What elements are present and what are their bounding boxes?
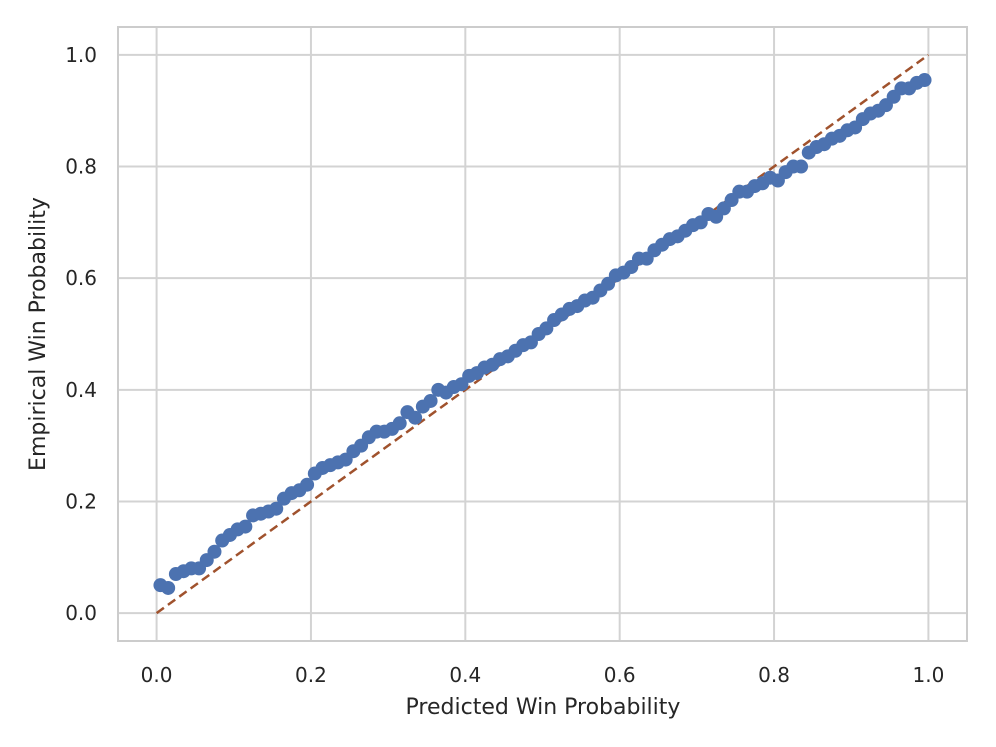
- y-tick-label: 0.0: [65, 601, 97, 625]
- y-axis-label: Empirical Win Probability: [26, 197, 51, 471]
- x-axis-label: Predicted Win Probability: [406, 695, 681, 720]
- scatter-point: [269, 501, 284, 516]
- scatter-point: [794, 159, 809, 174]
- y-axis-ticks: 0.0 0.2 0.4 0.6 0.8 1.0: [65, 43, 97, 625]
- x-tick-label: 1.0: [913, 663, 945, 687]
- plot-frame: [117, 26, 968, 642]
- scatter-point: [161, 580, 176, 595]
- scatter-point: [300, 477, 315, 492]
- y-tick-label: 0.2: [65, 489, 97, 513]
- y-tick-label: 0.6: [65, 266, 97, 290]
- scatter-point: [207, 544, 222, 559]
- scatter-point: [392, 416, 407, 431]
- y-tick-label: 0.4: [65, 378, 97, 402]
- y-tick-label: 1.0: [65, 43, 97, 67]
- scatter-point: [917, 73, 932, 88]
- x-tick-label: 0.6: [604, 663, 636, 687]
- y-gridlines: [118, 53, 967, 615]
- scatter-points-layer: [153, 73, 932, 595]
- x-gridlines: [155, 27, 930, 641]
- scatter-point: [408, 410, 423, 425]
- x-tick-label: 0.8: [758, 663, 790, 687]
- y-tick-label: 0.8: [65, 155, 97, 179]
- x-tick-label: 0.2: [295, 663, 327, 687]
- scatter-point: [423, 393, 438, 408]
- scatter-point: [238, 519, 253, 534]
- x-tick-label: 0.4: [449, 663, 481, 687]
- x-tick-label: 0.0: [141, 663, 173, 687]
- x-axis-ticks: 0.0 0.2 0.4 0.6 0.8 1.0: [141, 663, 945, 687]
